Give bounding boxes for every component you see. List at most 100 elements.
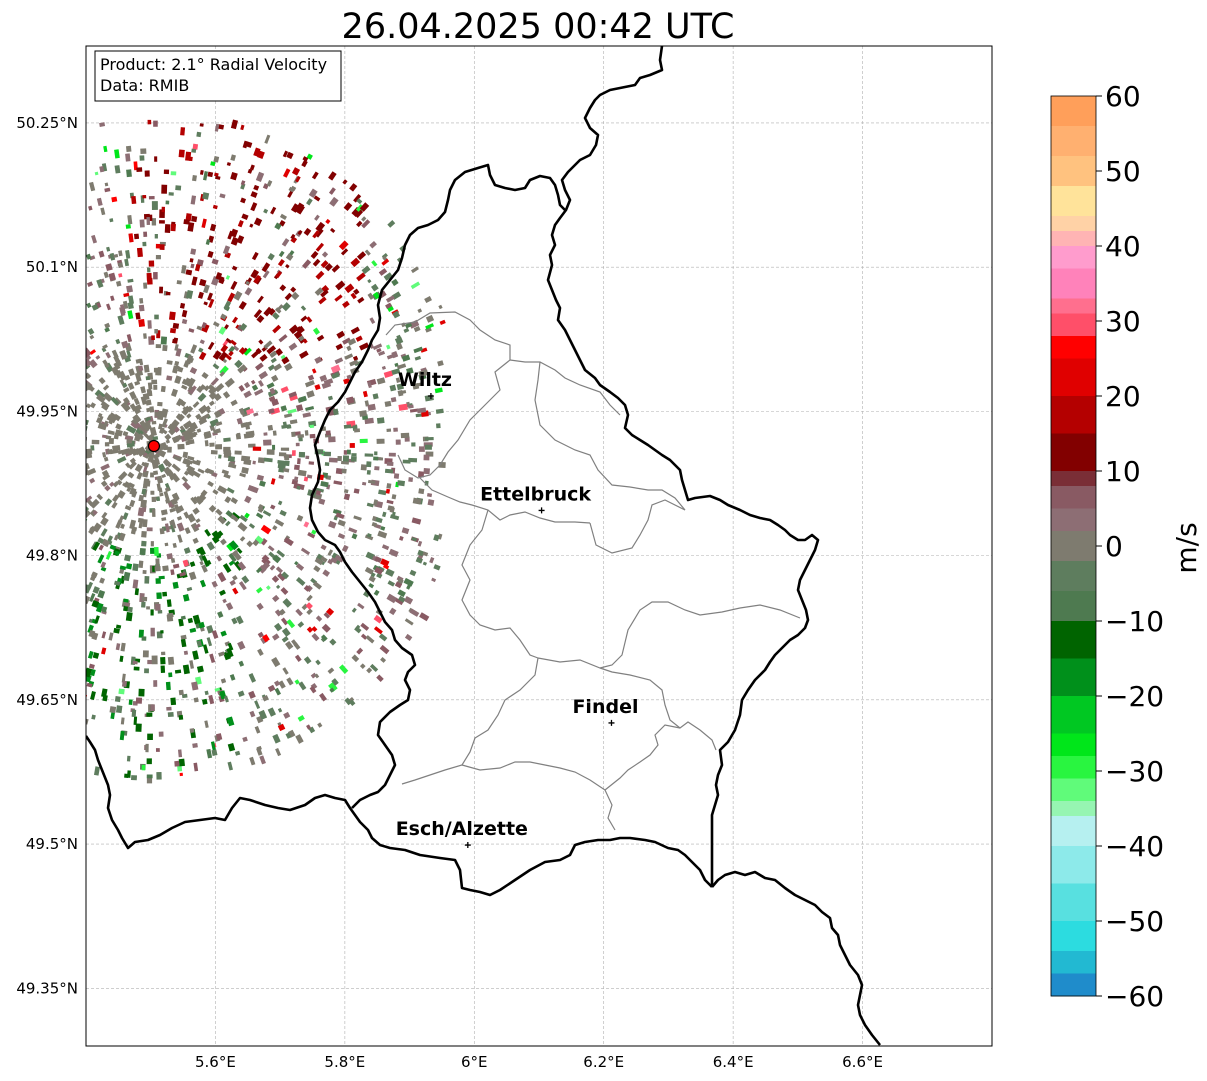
radar-echo-pixel: [112, 481, 120, 488]
radar-echo-pixel: [306, 390, 315, 398]
radar-echo-pixel: [179, 425, 185, 431]
radar-echo-pixel: [280, 617, 289, 626]
radar-echo-pixel: [101, 631, 107, 639]
radar-echo-pixel: [337, 455, 342, 462]
radar-echo-pixel: [189, 728, 195, 733]
radar-echo-pixel: [274, 518, 285, 527]
radar-echo-pixel: [295, 404, 304, 412]
radar-echo-pixel: [356, 272, 366, 282]
radar-echo-pixel: [100, 566, 107, 572]
radar-echo-pixel: [264, 134, 271, 144]
radar-echo-pixel: [191, 148, 197, 153]
radar-echo-pixel: [102, 344, 108, 350]
radar-echo-pixel: [295, 734, 304, 744]
radar-echo-pixel: [163, 458, 173, 468]
radar-echo-pixel: [279, 284, 287, 292]
radar-echo-pixel: [120, 642, 126, 652]
radar-echo-pixel: [159, 244, 165, 250]
radar-echo-pixel: [155, 603, 161, 611]
radar-echo-pixel: [435, 408, 444, 414]
radar-echo-pixel: [281, 636, 289, 643]
radar-echo-pixel: [127, 310, 134, 320]
radar-echo-pixel: [168, 311, 176, 321]
radar-echo-pixel: [331, 264, 341, 273]
radar-echo-pixel: [409, 608, 420, 617]
radar-echo-pixel: [183, 470, 190, 476]
radar-echo-pixel: [125, 602, 131, 607]
radar-echo-pixel: [230, 236, 239, 246]
colorbar-band: [1051, 186, 1096, 217]
radar-echo-pixel: [198, 347, 204, 353]
radar-echo-pixel: [194, 264, 201, 272]
radar-echo-pixel: [331, 372, 340, 379]
radar-echo-pixel: [278, 452, 287, 457]
radar-echo-pixel: [370, 572, 376, 578]
radar-echo-pixel: [100, 463, 110, 471]
radar-echo-pixel: [192, 614, 201, 625]
radar-echo-pixel: [256, 474, 265, 481]
radar-echo-pixel: [227, 292, 236, 303]
radar-echo-pixel: [385, 302, 393, 310]
radar-echo-pixel: [186, 377, 196, 388]
radar-echo-pixel: [164, 224, 171, 233]
radar-echo-pixel: [206, 748, 213, 759]
radar-echo-pixel: [255, 567, 263, 574]
radar-echo-pixel: [111, 349, 119, 359]
radar-echo-pixel: [201, 371, 209, 380]
radar-echo-pixel: [298, 681, 307, 691]
colorbar-band: [1051, 778, 1096, 802]
radar-echo-pixel: [186, 405, 194, 413]
radar-echo-pixel: [208, 391, 218, 400]
radar-echo-pixel: [99, 122, 106, 127]
radar-echo-pixel: [359, 663, 366, 669]
colorbar-tick-label: 30: [1105, 305, 1141, 338]
radar-echo-pixel: [155, 254, 161, 260]
radar-echo-pixel: [329, 196, 339, 207]
radar-echo-pixel: [162, 591, 168, 597]
radar-echo-pixel: [114, 550, 120, 556]
radar-echo-pixel: [304, 430, 309, 436]
city-marker: [464, 842, 471, 849]
radar-echo-pixel: [109, 481, 115, 487]
radar-echo-pixel: [262, 270, 270, 279]
radar-echo-pixel: [272, 733, 281, 744]
radar-echo-pixel: [223, 446, 231, 452]
radar-echo-pixel: [113, 362, 121, 370]
radar-echo-pixel: [102, 392, 113, 403]
radar-echo-pixel: [310, 250, 319, 259]
radar-echo-pixel: [312, 230, 320, 239]
radar-echo-pixel: [254, 535, 264, 545]
lon-tick-label: 6.2°E: [583, 1053, 624, 1071]
radar-echo-pixel: [178, 505, 185, 512]
radar-echo-pixel: [237, 522, 248, 532]
radar-echo-pixel: [177, 413, 185, 422]
radar-echo-pixel: [196, 428, 202, 433]
radar-echo-pixel: [104, 442, 110, 447]
radar-echo-pixel: [208, 504, 217, 513]
radar-echo-pixel: [258, 370, 269, 380]
radar-echo-pixel: [86, 508, 91, 519]
radar-echo-pixel: [341, 544, 349, 553]
radar-echo-pixel: [368, 575, 376, 583]
radar-echo-pixel: [166, 706, 172, 711]
radar-echo-pixel: [356, 647, 364, 655]
radar-echo-pixel: [422, 561, 428, 566]
radar-echo-pixel: [417, 308, 423, 313]
radar-echo-pixel: [424, 436, 434, 441]
radar-echo-pixel: [229, 673, 236, 681]
radar-echo-pixel: [214, 383, 225, 393]
radar-echo-pixel: [412, 382, 420, 390]
radar-echo-pixel: [227, 742, 236, 752]
radar-echo-pixel: [182, 406, 189, 413]
radar-echo-pixel: [91, 439, 100, 445]
radar-echo-pixel: [320, 260, 329, 269]
radar-echo-pixel: [343, 489, 349, 494]
radar-echo-pixel: [297, 469, 307, 477]
radar-echo-pixel: [132, 579, 139, 589]
radar-echo-pixel: [197, 392, 207, 402]
radar-echo-pixel: [98, 377, 106, 385]
radar-echo-pixel: [97, 554, 105, 564]
radar-echo-pixel: [113, 580, 121, 586]
radar-echo-pixel: [351, 533, 358, 540]
radar-echo-pixel: [97, 422, 108, 431]
